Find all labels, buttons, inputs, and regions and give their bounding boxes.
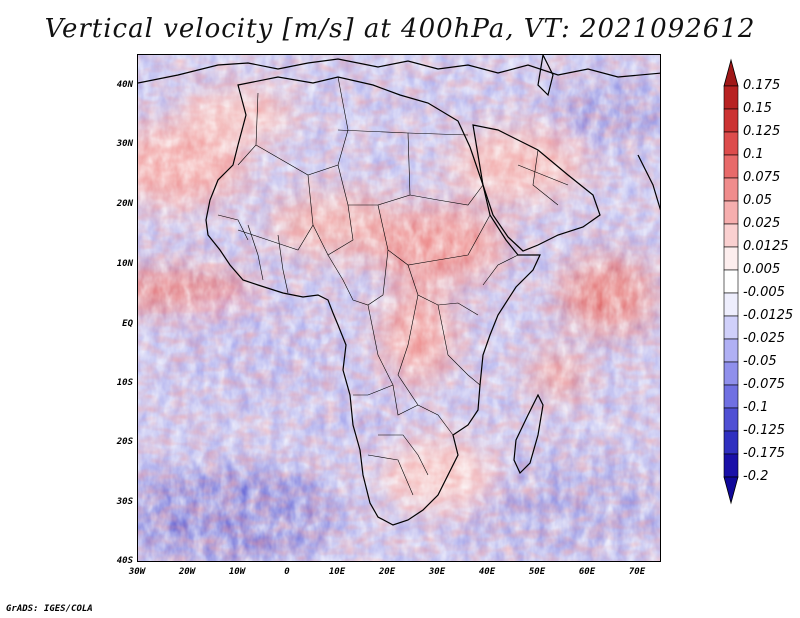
colorbar-segment — [723, 384, 739, 409]
colorbar-label: -0.025 — [743, 331, 785, 346]
colorbar-label: -0.2 — [743, 469, 769, 484]
colorbar-segment — [723, 453, 739, 478]
lon-label-0: 0 — [284, 567, 290, 577]
colorbar-segment — [723, 154, 739, 179]
madagascar-outline — [513, 393, 544, 475]
colorbar-segment — [723, 200, 739, 225]
noise-red — [138, 55, 660, 561]
lat-label-20s: 20S — [116, 437, 133, 447]
lat-label-10s: 10S — [116, 378, 133, 388]
map-panel — [137, 54, 661, 562]
colorbar-bottom-arrow — [723, 476, 739, 505]
colorbar-label: -0.1 — [743, 400, 769, 415]
lon-label-30w: 30W — [128, 567, 146, 577]
colorbar-segment — [723, 292, 739, 317]
colorbar-segment — [723, 177, 739, 202]
colorbar-label: -0.05 — [743, 354, 777, 369]
lon-label-40e: 40E — [478, 567, 496, 577]
lon-label-10w: 10W — [228, 567, 246, 577]
country-borders — [217, 76, 569, 496]
lat-label-30s: 30S — [116, 497, 133, 507]
lat-label-30n: 30N — [116, 139, 133, 149]
colorbar-segment — [723, 338, 739, 363]
colorbar-label: -0.005 — [743, 285, 785, 300]
lon-label-50e: 50E — [528, 567, 546, 577]
colorbar-label: 0.1 — [743, 147, 764, 162]
credit-text: GrADS: IGES/COLA — [6, 604, 93, 614]
chart-title: Vertical velocity [m/s] at 400hPa, VT: 2… — [44, 14, 756, 44]
colorbar-segment — [723, 269, 739, 294]
lat-label-40n: 40N — [116, 80, 133, 90]
colorbar-label: 0.005 — [743, 262, 781, 277]
lon-label-30e: 30E — [428, 567, 446, 577]
colorbar-segment — [723, 131, 739, 156]
colorbar-label: -0.175 — [743, 446, 785, 461]
lat-label-20n: 20N — [116, 199, 133, 209]
velocity-field-map — [138, 55, 660, 561]
colorbar-label: 0.025 — [743, 216, 781, 231]
colorbar-label: 0.075 — [743, 170, 781, 185]
europe-coast — [138, 58, 660, 84]
colorbar-label: 0.125 — [743, 124, 781, 139]
arabia-outline — [472, 124, 601, 252]
lon-label-20e: 20E — [378, 567, 396, 577]
lon-label-60e: 60E — [578, 567, 596, 577]
colorbar-segment — [723, 246, 739, 271]
colorbar-label: 0.175 — [743, 78, 781, 93]
lat-label-40s: 40S — [116, 556, 133, 566]
lat-label-10n: 10N — [116, 259, 133, 269]
colorbar-label: 0.15 — [743, 101, 772, 116]
lat-label-eq: EQ — [122, 319, 133, 329]
colorbar-label: 0.05 — [743, 193, 772, 208]
colorbar-segment — [723, 430, 739, 455]
colorbar-segment — [723, 108, 739, 133]
colorbar-label: 0.0125 — [743, 239, 789, 254]
india-outline — [637, 154, 660, 211]
colorbar-label: -0.0125 — [743, 308, 794, 323]
lon-label-70e: 70E — [628, 567, 646, 577]
colorbar-segment — [723, 407, 739, 432]
colorbar-segment — [723, 223, 739, 248]
lon-label-20w: 20W — [178, 567, 196, 577]
caspian-outline — [537, 55, 554, 97]
colorbar-segment — [723, 361, 739, 386]
colorbar-label: -0.075 — [743, 377, 785, 392]
colorbar-label: -0.125 — [743, 423, 785, 438]
colorbar-segment — [723, 315, 739, 340]
colorbar-segment — [723, 85, 739, 110]
colorbar-top-arrow — [723, 58, 739, 87]
lon-label-10e: 10E — [328, 567, 346, 577]
colorbar — [723, 58, 739, 505]
